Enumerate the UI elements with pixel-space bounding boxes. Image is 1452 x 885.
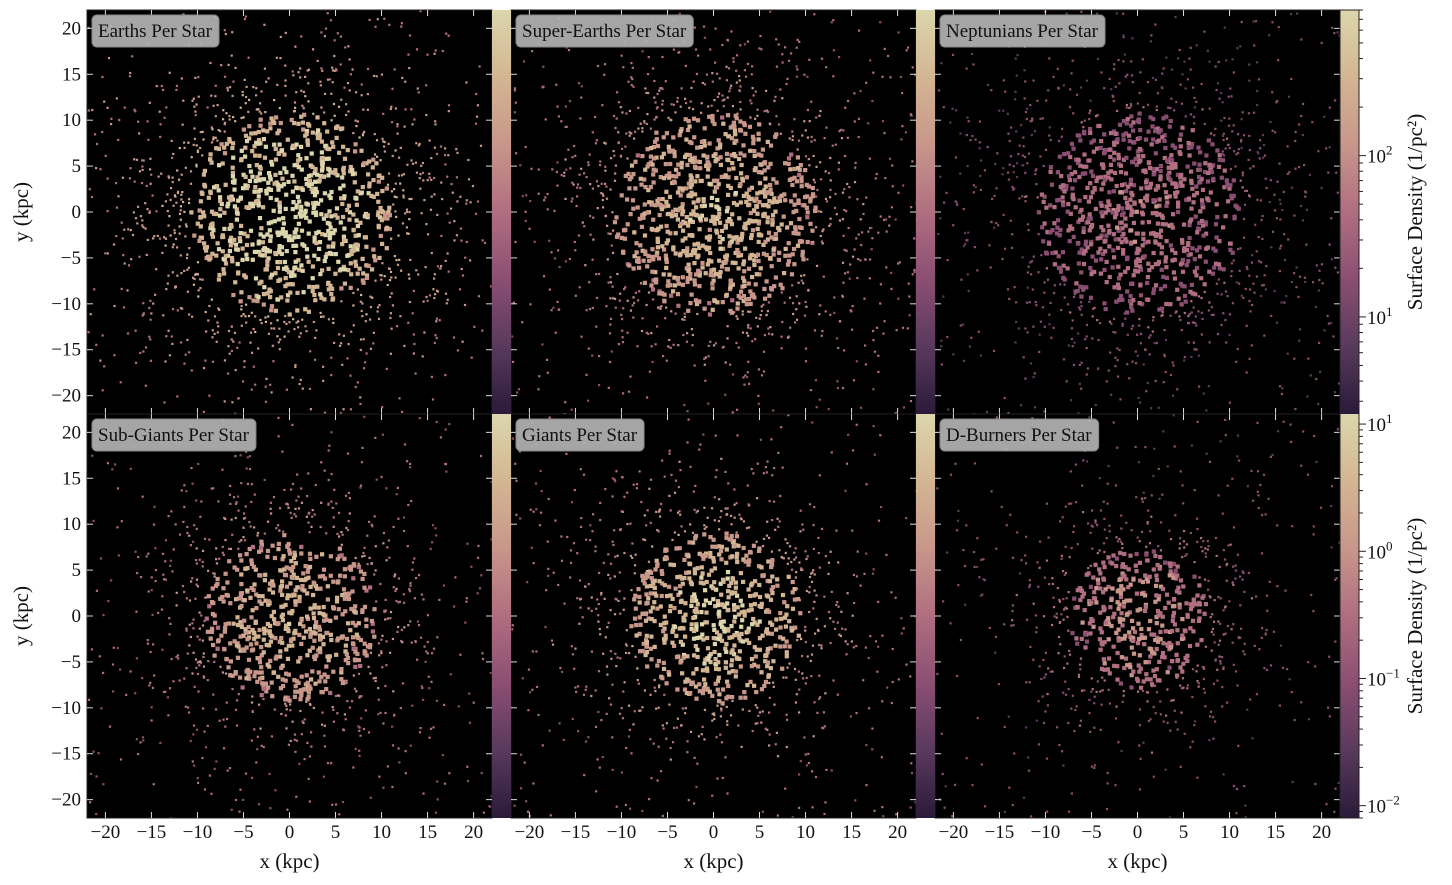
heatmap-panel-2: [510, 9, 917, 415]
panel-title: Super-Earths Per Star: [522, 21, 687, 42]
y-tick-label: −15: [51, 744, 81, 765]
heatmap-background: [935, 414, 1340, 818]
y-tick-label: −10: [51, 698, 81, 719]
x-tick-label: 20: [1312, 822, 1331, 843]
y-tick-label: −5: [61, 248, 81, 269]
heatmap-panel-1: [86, 9, 493, 415]
colorbar-tick-label: 101: [1367, 411, 1393, 436]
x-tick-label: −5: [657, 822, 677, 843]
y-tick-label: 15: [62, 64, 81, 85]
colorbar-top-2: [916, 10, 935, 414]
heatmap-cells: [936, 414, 1340, 818]
colorbar-tick-label: 101: [1367, 304, 1393, 329]
panel-title: Earths Per Star: [98, 21, 213, 42]
y-tick-label: 15: [62, 468, 81, 489]
x-tick-label: −5: [1081, 822, 1101, 843]
heatmap-cells: [511, 414, 916, 818]
x-tick-label: 10: [1220, 822, 1239, 843]
x-tick-label: −20: [91, 822, 121, 843]
colorbar-tick-label: 100: [1367, 538, 1393, 563]
heatmap-background: [87, 414, 492, 818]
panels-layer: [86, 9, 1341, 819]
y-tick-label: 5: [72, 560, 82, 581]
colorbar-label: Surface Density (1/pc²): [1403, 114, 1427, 310]
heatmap-panel-4: [86, 413, 493, 819]
x-tick-label: 20: [464, 822, 483, 843]
y-axis-label: y (kpc): [9, 586, 33, 646]
panel-title-box: Super-Earths Per Star: [515, 14, 694, 48]
panel-title-box: Earths Per Star: [91, 14, 220, 48]
colorbar-bottom-3: [1340, 414, 1359, 818]
x-tick-label: 0: [709, 822, 719, 843]
panel-title: D-Burners Per Star: [946, 425, 1092, 446]
x-tick-label: 5: [331, 822, 341, 843]
x-tick-label: −20: [939, 822, 969, 843]
x-tick-label: 20: [888, 822, 907, 843]
x-tick-label: −10: [183, 822, 213, 843]
y-tick-label: −15: [51, 340, 81, 361]
heatmap-background: [511, 10, 916, 414]
y-tick-label: −20: [51, 386, 81, 407]
y-tick-label: −20: [51, 790, 81, 811]
x-tick-label: −5: [233, 822, 253, 843]
colorbar-tick-label: 102: [1367, 143, 1393, 168]
x-axis-label: x (kpc): [683, 849, 743, 873]
panel-title-box: Sub-Giants Per Star: [91, 418, 257, 452]
colorbar-bottom-2: [916, 414, 935, 818]
colorbar-bottom-1: [492, 414, 511, 818]
y-tick-label: 10: [62, 514, 81, 535]
panel-title: Neptunians Per Star: [946, 21, 1099, 42]
x-tick-label: 0: [285, 822, 295, 843]
panel-title-box: Neptunians Per Star: [939, 14, 1106, 48]
x-tick-label: 15: [1266, 822, 1285, 843]
panel-title: Sub-Giants Per Star: [98, 425, 250, 446]
y-tick-label: 5: [72, 156, 82, 177]
y-tick-label: −10: [51, 294, 81, 315]
x-tick-label: 0: [1133, 822, 1143, 843]
x-tick-label: 15: [842, 822, 861, 843]
x-axis-label: x (kpc): [1107, 849, 1167, 873]
x-tick-label: 5: [755, 822, 765, 843]
x-tick-label: 5: [1179, 822, 1189, 843]
y-tick-label: −5: [61, 652, 81, 673]
heatmap-background: [511, 414, 916, 818]
panel-title-box: D-Burners Per Star: [939, 418, 1100, 452]
heatmap-panel-6: [934, 413, 1341, 819]
x-tick-label: −10: [1031, 822, 1061, 843]
colorbar-top-1: [492, 10, 511, 414]
x-tick-label: −15: [137, 822, 167, 843]
heatmap-cells: [87, 415, 492, 818]
colorbar-top-3: [1340, 10, 1359, 414]
y-axis-label: y (kpc): [9, 182, 33, 242]
colorbars-layer: [492, 9, 1366, 819]
x-tick-label: 10: [796, 822, 815, 843]
colorbar-tick-label: 10−1: [1367, 665, 1400, 690]
colorbar-frame: [1339, 9, 1360, 819]
colorbar-label: Surface Density (1/pc²): [1403, 518, 1427, 714]
y-tick-label: 20: [62, 422, 81, 443]
x-tick-label: −15: [985, 822, 1015, 843]
x-tick-label: −15: [561, 822, 591, 843]
y-tick-label: 20: [62, 18, 81, 39]
x-tick-label: 15: [418, 822, 437, 843]
y-tick-label: 0: [72, 606, 82, 627]
x-tick-label: −10: [607, 822, 637, 843]
panel-title: Giants Per Star: [522, 425, 638, 446]
labels-layer: 20 15 10 5 0 −5 −10 −15 −20 Earths Per Star y (kpc…: [9, 14, 1427, 873]
heatmap-panel-5: [510, 413, 917, 819]
heatmap-panel-3: [934, 9, 1341, 415]
panel-title-box: Giants Per Star: [515, 418, 645, 452]
heatmap-cells: [511, 10, 916, 414]
heatmap-cells: [87, 10, 492, 414]
colorbar-tick-label: 10−2: [1367, 793, 1400, 818]
x-axis-label: x (kpc): [259, 849, 319, 873]
x-tick-label: −20: [515, 822, 545, 843]
heatmap-cells: [937, 10, 1340, 414]
x-tick-label: 10: [372, 822, 391, 843]
y-tick-label: 0: [72, 202, 82, 223]
y-tick-label: 10: [62, 110, 81, 131]
heatmap-background: [87, 10, 492, 414]
